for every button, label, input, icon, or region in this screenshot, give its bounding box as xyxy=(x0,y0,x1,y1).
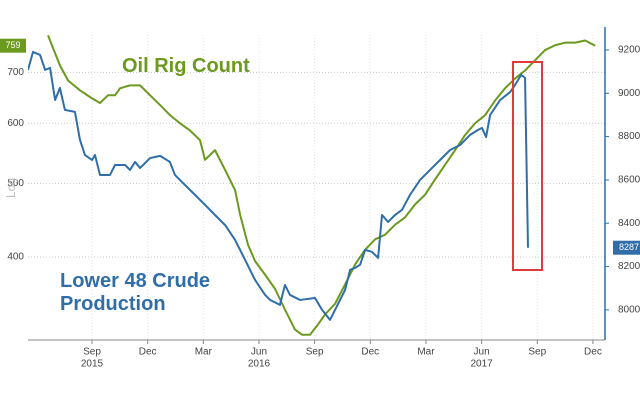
series-label: Oil Rig Count xyxy=(122,55,250,77)
y2-tick-label: 8600 xyxy=(618,175,640,186)
series-label: Lower 48 Crude Production xyxy=(60,270,211,315)
y-axis-label: Log xyxy=(4,178,18,198)
last-value-tag xyxy=(613,240,640,255)
x-tick-label: Dec xyxy=(361,347,379,358)
x-year-label: 2016 xyxy=(248,359,271,370)
x-year-label: 2017 xyxy=(470,359,493,370)
last-value-tag xyxy=(0,38,26,53)
series-line xyxy=(47,35,596,336)
y2-tick-label: 8200 xyxy=(618,261,640,272)
y-tick-label: 700 xyxy=(7,67,24,78)
y-tick-label: 500 xyxy=(7,178,24,189)
x-tick-label: Mar xyxy=(417,347,435,358)
series-line xyxy=(28,50,529,321)
x-tick-label: Mar xyxy=(195,347,213,358)
x-tick-label: Jun xyxy=(251,347,267,358)
y2-tick-label: 8000 xyxy=(618,305,640,316)
last-value-label: 759 xyxy=(5,40,20,50)
x-tick-label: Jun xyxy=(474,347,490,358)
y2-tick-label: 8800 xyxy=(618,131,640,142)
y-tick-label: 600 xyxy=(7,118,24,129)
y-tick-label: 400 xyxy=(7,252,24,263)
x-tick-label: Dec xyxy=(584,347,602,358)
axes: 400 500 600 700 8000 8200 8400 8600 8800 9000 9200… xyxy=(0,27,640,370)
y2-tick-label: 9000 xyxy=(618,88,640,99)
x-tick-label: Sep xyxy=(306,347,324,358)
grid xyxy=(28,35,605,340)
x-year-label: 2015 xyxy=(81,359,104,370)
y2-tick-label: 8400 xyxy=(618,218,640,229)
plot-area xyxy=(28,35,596,336)
last-value-label: 8287 xyxy=(619,242,639,252)
highlight-box xyxy=(512,61,543,271)
x-tick-label: Sep xyxy=(528,347,546,358)
x-tick-label: Sep xyxy=(83,347,101,358)
y2-tick-label: 9200 xyxy=(618,45,640,56)
x-tick-label: Dec xyxy=(139,347,157,358)
